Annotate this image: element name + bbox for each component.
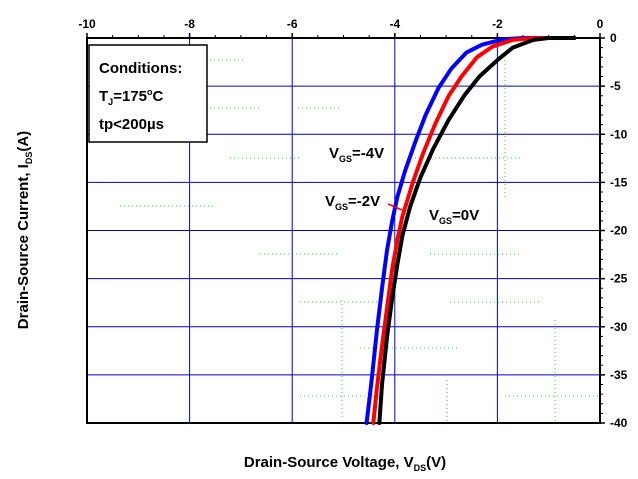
y-tick-label: 0 [610, 31, 617, 45]
y-tick-label: -10 [610, 127, 628, 141]
series-line-0 [364, 36, 577, 425]
x-tick-label: -2 [492, 17, 503, 31]
y-axis-ticks: 0 -5 -10 -15 -20 -25 -30 -35 -40 [600, 31, 628, 430]
conditions-box: Conditions: TJ=175oC tp<200µs [88, 44, 208, 143]
x-axis-title: Drain-Source Voltage, VDS(V) [244, 454, 446, 473]
y-tick-label: -30 [610, 320, 628, 334]
y-tick-label: -15 [610, 175, 628, 189]
y-axis-title: Drain-Source Current, IDS(A) [15, 131, 34, 329]
y-tick-label: -35 [610, 368, 628, 382]
y-tick-label: -20 [610, 224, 628, 238]
y-tick-label: -25 [610, 272, 628, 286]
conditions-box-frame [88, 44, 208, 143]
series-lines [364, 36, 577, 425]
conditions-tp: tp<200µs [99, 116, 164, 133]
series-label-pointer [387, 203, 403, 211]
x-tick-label: -6 [287, 17, 298, 31]
x-tick-label: 0 [597, 17, 604, 31]
conditions-tj: TJ=175oC [99, 87, 163, 107]
conditions-title: Conditions: [99, 60, 182, 77]
series-label-vgs-minus4: VGS=-4V [329, 145, 384, 164]
x-tick-label: -8 [184, 17, 195, 31]
x-tick-label: -4 [389, 17, 400, 31]
series-label-vgs-minus2: VGS=-2V [325, 193, 380, 212]
y-tick-label: -40 [610, 416, 628, 430]
series-line-2 [377, 36, 577, 425]
series-line-1 [371, 36, 577, 425]
y-tick-label: -5 [610, 79, 621, 93]
x-tick-label: -10 [78, 17, 96, 31]
series-label-vgs-0: VGS=0V [429, 207, 479, 226]
x-axis-ticks: -10 -8 -6 -4 -2 0 [78, 17, 604, 38]
